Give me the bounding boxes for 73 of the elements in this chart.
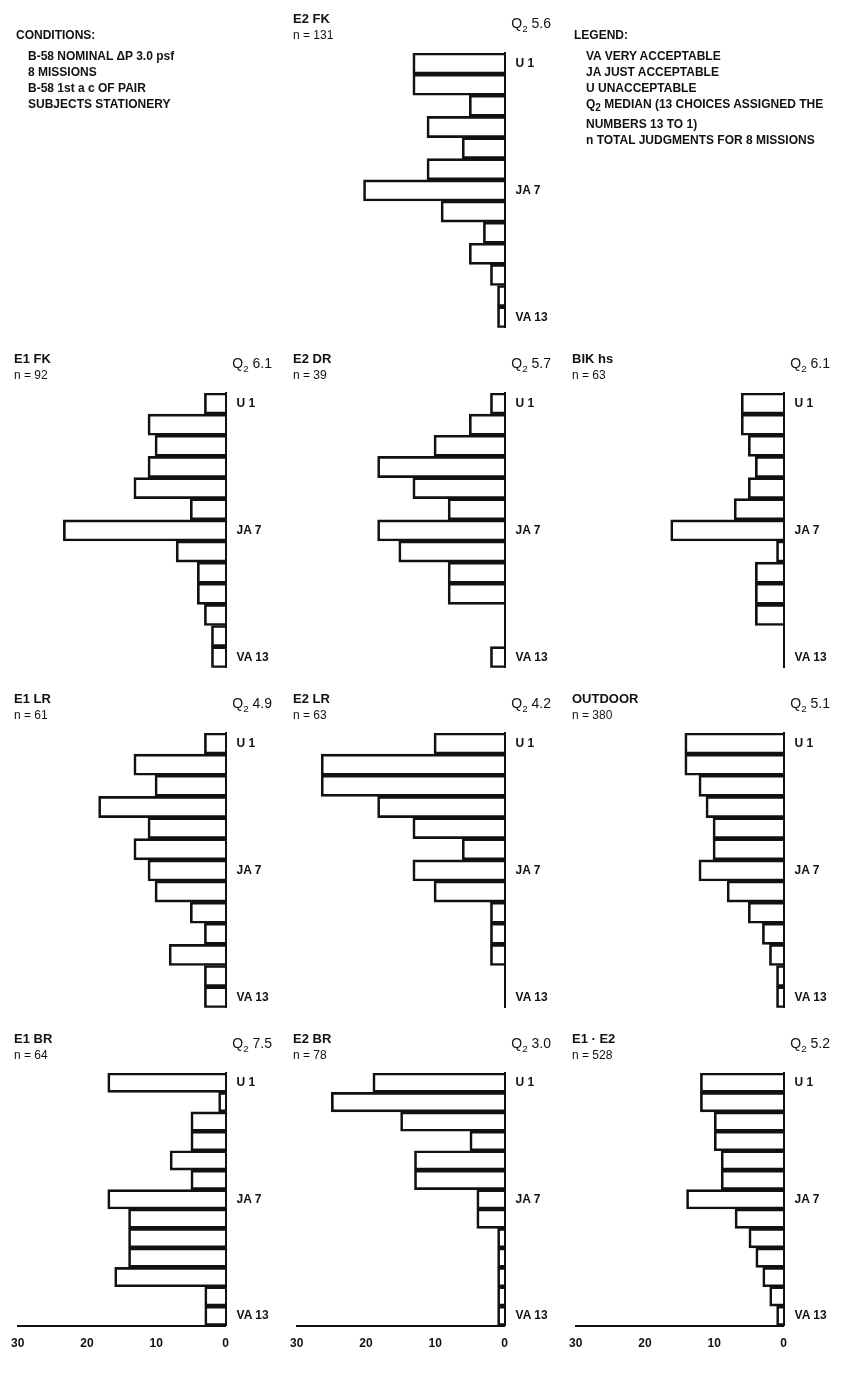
text: B-58 1st a c OF PAIR <box>28 80 147 96</box>
y-tick-label: JA 7 <box>236 862 262 877</box>
chart-subtitle: n = 61 <box>14 708 49 723</box>
y-tick-label: VA 13 <box>515 309 548 324</box>
x-tick-label: 10 <box>428 1336 443 1351</box>
text: Q$_{2}$ MEDIAN (13 CHOICES ASSIGNED THE NUMBERS 13 TO 1) <box>586 96 825 133</box>
x-tick-label: 20 <box>80 1336 94 1351</box>
chart-subtitle: n = 92 <box>14 368 49 383</box>
text: U UNACCEPTABLE <box>586 80 698 96</box>
chart-title: OUTDOOR <box>572 691 640 707</box>
y-tick-label: VA 13 <box>515 989 548 1004</box>
chart-subtitle: n = 63 <box>293 708 328 723</box>
chart-title: E2 DR <box>293 351 332 367</box>
y-tick-label: JA 7 <box>236 1191 262 1206</box>
y-tick-label: VA 13 <box>794 649 827 664</box>
y-tick-label: VA 13 <box>236 649 269 664</box>
y-tick-label: U 1 <box>515 395 535 410</box>
chart-title: BIK hs <box>572 351 614 367</box>
y-tick-label: U 1 <box>515 1075 535 1090</box>
y-tick-label: U 1 <box>236 735 256 750</box>
y-tick-label: U 1 <box>515 735 535 750</box>
y-tick-label: U 1 <box>794 735 814 750</box>
y-tick-label: VA 13 <box>794 989 827 1004</box>
y-tick-label: JA 7 <box>515 862 541 877</box>
y-tick-label: U 1 <box>236 395 256 410</box>
y-tick-label: VA 13 <box>236 1308 269 1323</box>
y-tick-label: VA 13 <box>794 1308 827 1323</box>
y-tick-label: JA 7 <box>515 1191 541 1206</box>
y-tick-label: VA 13 <box>515 1308 548 1323</box>
chart-title: E1 · E2 <box>572 1031 616 1047</box>
x-tick-label: 10 <box>149 1336 164 1351</box>
y-tick-label: U 1 <box>515 55 535 70</box>
x-tick-label: 0 <box>501 1336 509 1351</box>
chart-subtitle: n = 63 <box>572 368 607 383</box>
y-tick-label: U 1 <box>794 395 814 410</box>
text: LEGEND: <box>574 28 629 42</box>
y-tick-label: JA 7 <box>515 182 541 197</box>
x-tick-label: 30 <box>10 1336 25 1351</box>
y-tick-label: JA 7 <box>236 522 262 537</box>
y-tick-label: JA 7 <box>794 522 820 537</box>
y-tick-label: JA 7 <box>515 522 541 537</box>
chart-subtitle: n = 131 <box>293 28 334 43</box>
x-tick-label: 0 <box>222 1336 230 1351</box>
text: SUBJECTS STATIONERY <box>28 96 172 112</box>
chart-title: E1 LR <box>14 691 52 707</box>
y-tick-label: VA 13 <box>236 989 269 1004</box>
x-tick-label: 10 <box>707 1336 722 1351</box>
y-tick-label: U 1 <box>794 1075 814 1090</box>
chart-title: E2 LR <box>293 691 331 707</box>
text: JA JUST ACCEPTABLE <box>586 64 720 80</box>
x-tick-label: 30 <box>568 1336 583 1351</box>
text: CONDITIONS: <box>16 28 97 42</box>
y-tick-label: VA 13 <box>515 649 548 664</box>
chart-title: E1 FK <box>14 351 52 367</box>
chart-title: E2 BR <box>293 1031 332 1047</box>
chart-subtitle: n = 39 <box>293 368 328 383</box>
x-tick-label: 0 <box>780 1336 788 1351</box>
x-tick-label: 30 <box>289 1336 304 1351</box>
y-tick-label: U 1 <box>236 1075 256 1090</box>
chart-subtitle: n = 64 <box>14 1048 49 1063</box>
y-tick-label: JA 7 <box>794 862 820 877</box>
text: 8 MISSIONS <box>28 64 98 80</box>
chart-title: E2 FK <box>293 11 331 27</box>
x-tick-label: 20 <box>359 1336 373 1351</box>
chart-subtitle: n = 528 <box>572 1048 613 1063</box>
y-tick-label: JA 7 <box>794 1191 820 1206</box>
chart-title: E1 BR <box>14 1031 53 1047</box>
text: VA VERY ACCEPTABLE <box>586 48 722 64</box>
text: B-58 NOMINAL ΔP 3.0 psf <box>28 48 176 64</box>
chart-subtitle: n = 380 <box>572 708 613 723</box>
chart-subtitle: n = 78 <box>293 1048 328 1063</box>
x-tick-label: 20 <box>638 1336 652 1351</box>
text: n TOTAL JUDGMENTS FOR 8 MISSIONS <box>586 132 816 149</box>
